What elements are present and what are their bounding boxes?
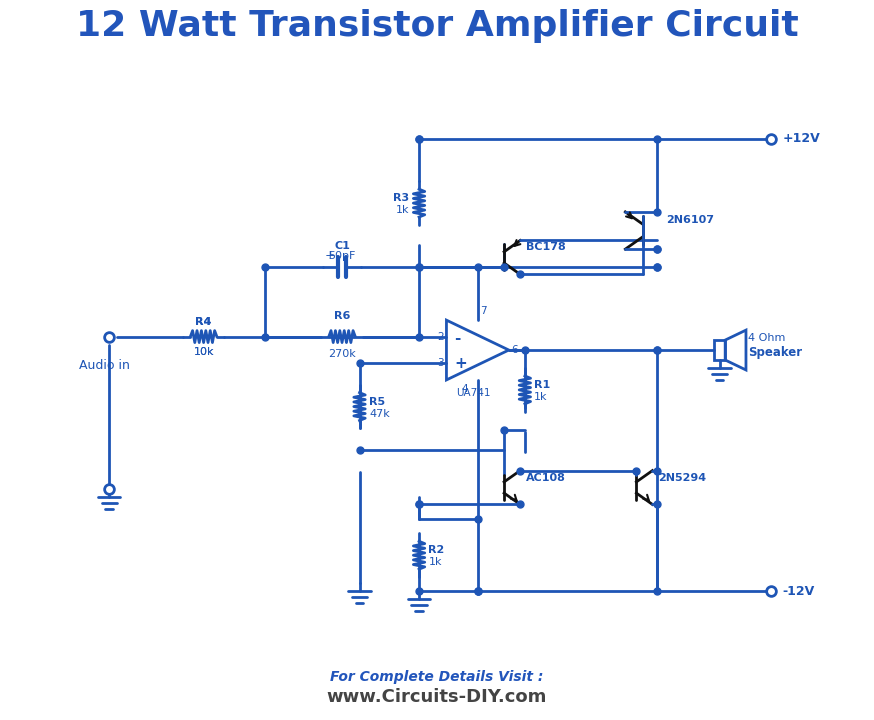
Text: BC178: BC178 bbox=[526, 243, 565, 253]
Text: 270k: 270k bbox=[328, 348, 356, 359]
Text: R1: R1 bbox=[534, 380, 551, 390]
Text: R6: R6 bbox=[334, 310, 350, 320]
Text: UA741: UA741 bbox=[455, 388, 490, 398]
Text: 2N6107: 2N6107 bbox=[667, 215, 715, 225]
Text: 2N5294: 2N5294 bbox=[658, 472, 706, 482]
Text: Audio in: Audio in bbox=[79, 359, 130, 372]
Text: -12V: -12V bbox=[783, 585, 815, 598]
Text: +: + bbox=[325, 249, 336, 262]
Text: Speaker: Speaker bbox=[748, 346, 802, 359]
Text: 4 Ohm: 4 Ohm bbox=[748, 333, 785, 343]
Text: 1k: 1k bbox=[396, 205, 410, 215]
Text: R2: R2 bbox=[428, 545, 445, 555]
Text: +12V: +12V bbox=[783, 132, 821, 145]
Text: R3: R3 bbox=[393, 193, 410, 203]
Text: 1k: 1k bbox=[428, 557, 442, 567]
Text: 10k: 10k bbox=[193, 346, 214, 356]
Text: 1k: 1k bbox=[534, 392, 548, 402]
Text: R5: R5 bbox=[369, 397, 385, 407]
Text: AC108: AC108 bbox=[526, 472, 565, 482]
Text: C1: C1 bbox=[334, 241, 350, 251]
Text: For Complete Details Visit :: For Complete Details Visit : bbox=[330, 670, 544, 684]
Text: -: - bbox=[454, 330, 461, 346]
Text: 10k: 10k bbox=[193, 346, 214, 356]
Text: 3: 3 bbox=[437, 359, 444, 369]
Text: 7: 7 bbox=[481, 306, 487, 316]
Text: 6: 6 bbox=[511, 345, 518, 355]
Text: www.Circuits-DIY.com: www.Circuits-DIY.com bbox=[327, 688, 547, 706]
Text: 12 Watt Transistor Amplifier Circuit: 12 Watt Transistor Amplifier Circuit bbox=[76, 9, 798, 43]
Text: 4: 4 bbox=[461, 384, 468, 394]
Text: +: + bbox=[454, 356, 467, 371]
Text: R4: R4 bbox=[196, 317, 212, 327]
Text: 47k: 47k bbox=[369, 408, 390, 418]
Text: R4: R4 bbox=[196, 317, 212, 327]
Text: 2: 2 bbox=[437, 332, 444, 341]
Text: 50pF: 50pF bbox=[329, 251, 356, 261]
